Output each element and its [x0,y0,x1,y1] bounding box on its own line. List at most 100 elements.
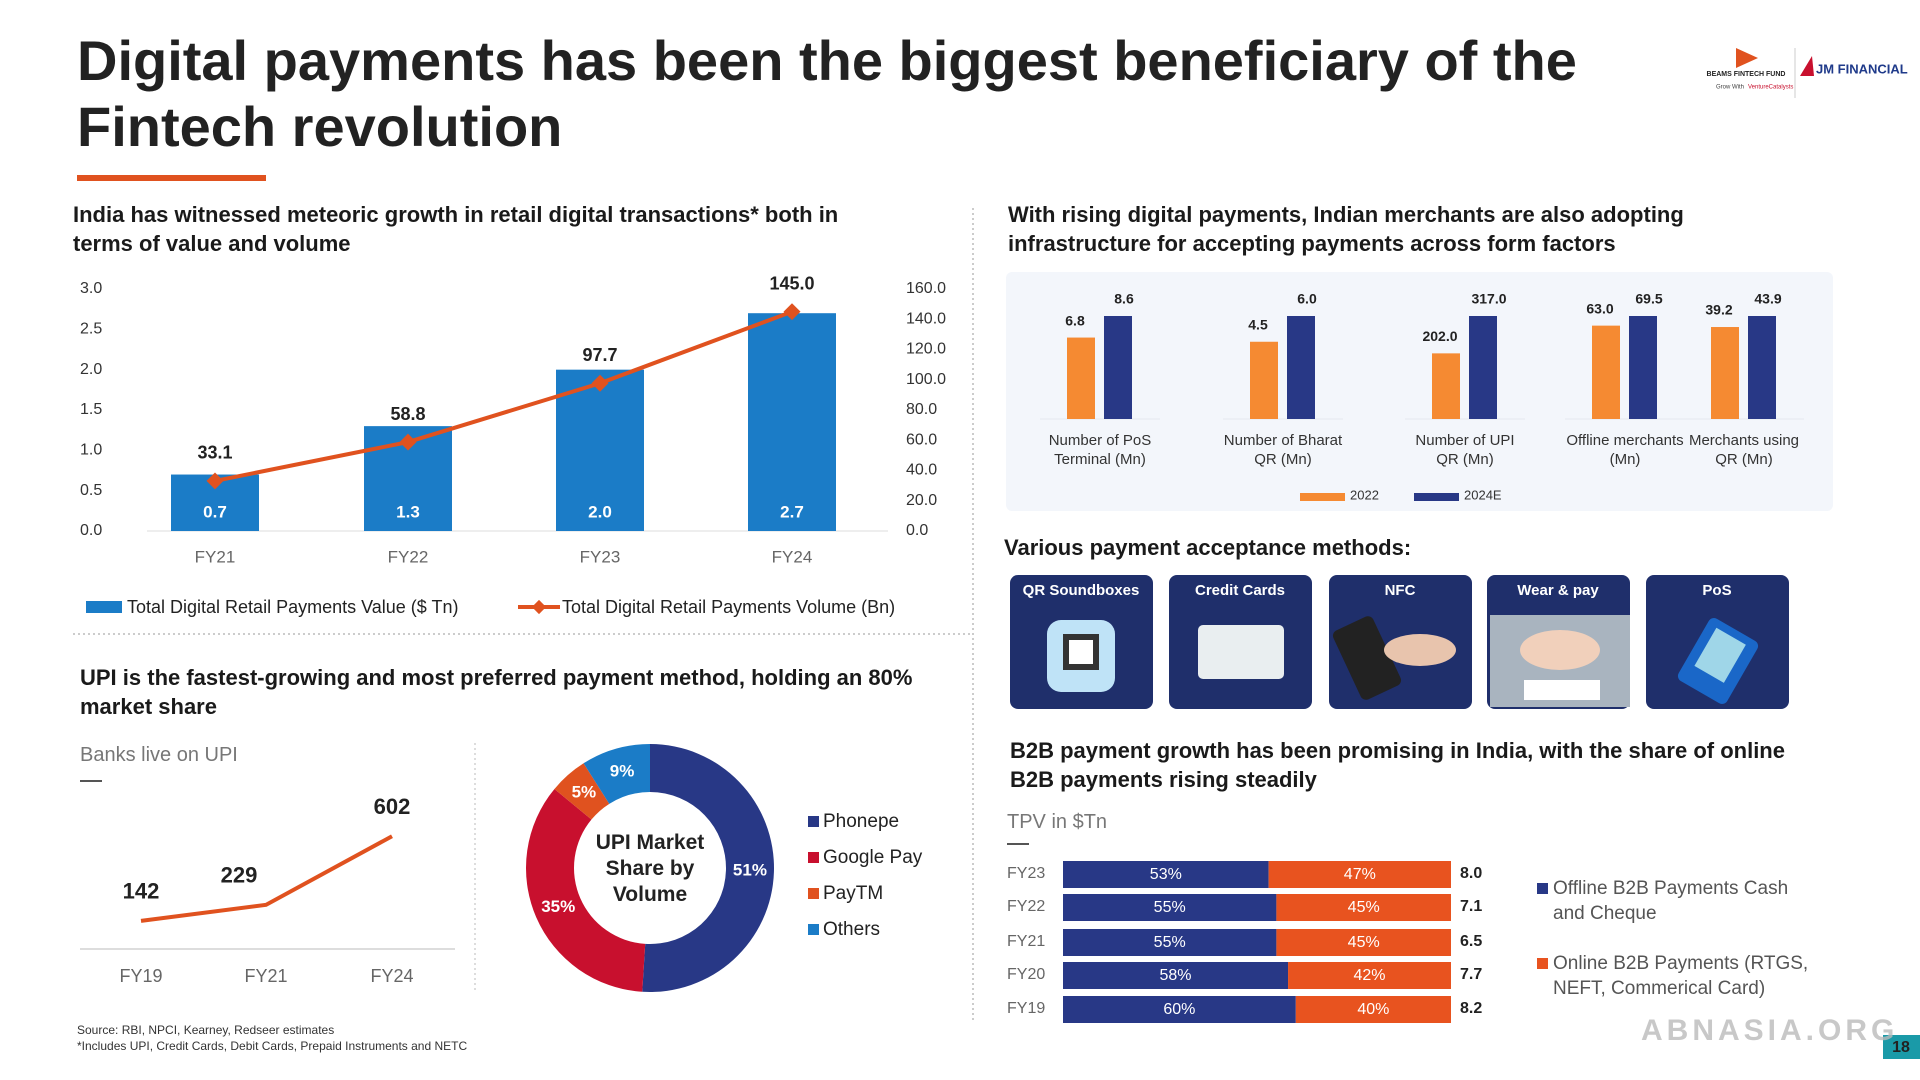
line-marker [783,303,801,321]
bar-label: 0.7 [203,502,227,521]
bar-segment [1063,929,1277,956]
bar-label: 4.5 [1248,316,1268,332]
point-label: 602 [374,794,411,819]
donut-center-label: UPI Market Share by Volume [595,831,705,906]
line-marker [591,374,609,392]
y-tick-label: 2.0 [80,361,102,378]
y-tick-label: 2.5 [80,321,102,338]
segment-label: 45% [1348,934,1380,951]
logo-text: VentureCatalysts [1748,85,1793,91]
card-label: Wear & pay [1517,582,1599,599]
total-label: 8.2 [1460,1000,1482,1017]
total-label: 8.0 [1460,865,1482,882]
y2-tick-label: 0.0 [906,522,928,539]
section-title: India has witnessed meteoric growth in r… [73,202,839,256]
bar-label: 2.0 [588,502,612,521]
x-tick-label: FY24 [370,966,413,986]
bar-label: 2.7 [780,502,804,521]
line-marker [399,433,417,451]
legend-label: 2024E [1464,487,1502,502]
section-title: UPI is the fastest-growing and most pref… [80,665,913,719]
total-label: 7.1 [1460,898,1482,915]
y-tick-label: FY22 [1007,898,1045,915]
bar [1287,316,1315,419]
donut-slice [526,788,646,992]
bar-segment [1063,861,1269,888]
x-tick-label: Number of UPI QR (Mn) [1415,432,1515,468]
segment-label: 47% [1344,866,1376,883]
logo-text: Grow With [1716,85,1744,91]
bar [1748,316,1776,419]
y-tick-label: 1.5 [80,401,102,418]
icon [1520,630,1600,670]
x-tick-label: FY23 [580,547,621,566]
x-tick-label: FY21 [244,966,287,986]
payment-cards: QR Soundboxes Credit Cards NFC Wear & pa… [1010,575,1789,709]
y2-tick-label: 80.0 [906,401,937,418]
y-tick-label: FY19 [1007,1000,1045,1017]
legend-label: Google Pay [823,847,923,868]
bar [1250,341,1278,419]
y2-tick-label: 20.0 [906,492,937,509]
beams-logo [1736,48,1758,68]
point-label: 142 [123,879,160,904]
card-label: Credit Cards [1195,582,1285,599]
segment-label: 45% [1348,899,1380,916]
slice-label: 51% [733,861,767,880]
icon [1384,634,1456,666]
segment-label: 58% [1160,967,1192,984]
legend-label: Total Digital Retail Payments Volume (Bn… [562,597,895,617]
bar-label: 6.0 [1297,291,1317,307]
jm-logo [1800,56,1814,76]
x-tick-label: FY22 [388,547,429,566]
chart-subtitle: Banks live on UPI [80,744,238,766]
line-label: 58.8 [390,404,425,424]
bar [1432,353,1460,419]
card-label: QR Soundboxes [1023,582,1140,599]
x-tick-label: FY24 [772,547,813,566]
donut-slice [554,763,610,820]
bar-segment [1276,929,1451,956]
bar-label: 1.3 [396,502,420,521]
y2-tick-label: 40.0 [906,462,937,479]
donut-slice [642,744,775,992]
bar-label: 39.2 [1705,302,1732,318]
bar-label: 63.0 [1586,300,1613,316]
page-title: Digital payments has been the biggest be… [77,29,1577,158]
x-tick-label: Offline merchants (Mn) [1566,432,1684,468]
y-tick-label: FY23 [1007,865,1045,882]
segment-label: 40% [1357,1001,1389,1018]
bar [1629,316,1657,419]
y2-tick-label: 140.0 [906,310,946,327]
card-label: PoS [1702,582,1731,599]
y-tick-label: FY21 [1007,933,1045,950]
legend-label: Others [823,919,880,940]
legend-label: PayTM [823,883,883,904]
total-label: 7.7 [1460,966,1482,983]
bar-label: 202.0 [1422,328,1457,344]
legend-swatch [1300,493,1345,501]
line-label: 33.1 [197,443,232,463]
y-tick-label: FY20 [1007,966,1045,983]
y2-tick-label: 120.0 [906,341,946,358]
legend-swatch [808,888,819,899]
page-number-bg [1883,1035,1920,1059]
bar-label: 8.6 [1114,291,1134,307]
legend-swatch [1537,958,1548,969]
legend-label: Phonepe [823,811,899,832]
y-tick-label: 0.5 [80,482,102,499]
bar [1469,316,1497,419]
segment-label: 55% [1154,934,1186,951]
legend-swatch [808,924,819,935]
logo-text: BEAMS FINTECH FUND [1707,71,1786,78]
x-tick-label: FY21 [195,547,236,566]
segment-label: 60% [1163,1001,1195,1018]
x-tick-label: Number of Bharat QR (Mn) [1223,432,1343,468]
card-label: NFC [1385,582,1416,599]
legend-swatch [808,852,819,863]
bar-segment [1276,894,1451,921]
segment-label: 55% [1154,899,1186,916]
y-tick-label: 1.0 [80,442,102,459]
